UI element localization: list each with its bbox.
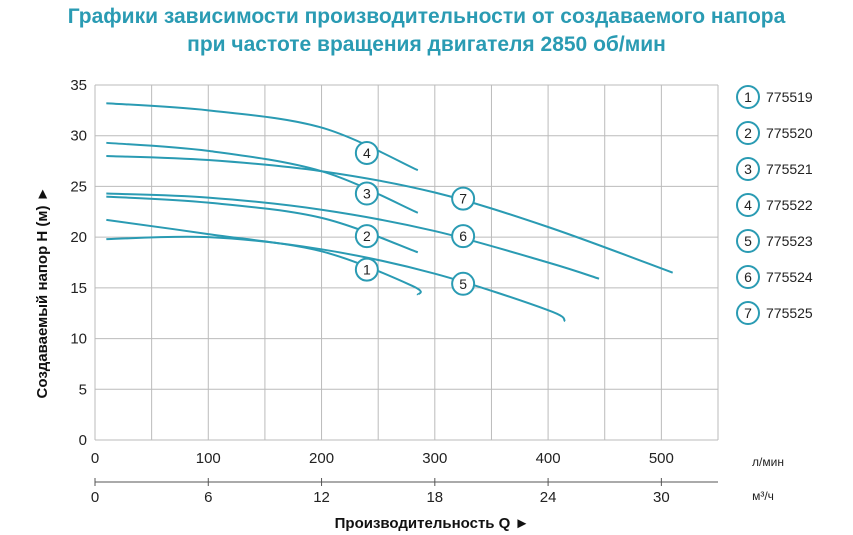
- y-tick-label: 30: [70, 128, 87, 145]
- series-marker-label: 4: [363, 145, 371, 161]
- legend-marker-label: 6: [744, 269, 752, 285]
- legend-entry-775519: 775519: [766, 89, 813, 105]
- series-marker-775521: [354, 181, 379, 206]
- legend-marker: [736, 193, 760, 217]
- legend-entry-775524: 775524: [766, 269, 813, 285]
- x-tick-label-lpm: 100: [196, 450, 221, 467]
- legend-marker: [736, 157, 760, 181]
- x-tick-label-m3h: 24: [540, 489, 557, 506]
- legend-entry-775520: 775520: [766, 125, 813, 141]
- x-axis-title: Производительность Q ►: [335, 515, 530, 532]
- y-tick-label: 10: [70, 331, 87, 348]
- x-tick-label-lpm: 500: [649, 450, 674, 467]
- x-unit-secondary: м³/ч: [752, 489, 774, 503]
- series-marker-label: 3: [363, 186, 371, 202]
- series-marker-775525: [451, 186, 476, 211]
- y-tick-label: 15: [70, 280, 87, 297]
- legend-entry-775522: 775522: [766, 197, 813, 213]
- x-tick-label-m3h: 18: [426, 489, 443, 506]
- legend-marker-label: 3: [744, 161, 752, 177]
- x-tick-label-m3h: 30: [653, 489, 670, 506]
- y-axis-title: Создаваемый напор H (м) ►: [34, 187, 51, 399]
- legend-marker: [736, 85, 760, 109]
- y-tick-label: 0: [79, 432, 87, 449]
- series-line-775524: [106, 192, 600, 280]
- series-marker-775522: [354, 140, 379, 165]
- legend-marker-label: 7: [744, 305, 752, 321]
- x-tick-label-m3h: 6: [204, 489, 212, 506]
- series-marker-775519: [354, 257, 379, 282]
- series-marker-775524: [451, 224, 476, 249]
- series-marker-label: 7: [459, 191, 467, 207]
- x-tick-label-m3h: 0: [91, 489, 99, 506]
- legend-marker-label: 5: [744, 233, 752, 249]
- y-tick-label: 35: [70, 77, 87, 94]
- series-line-775519: [106, 218, 422, 296]
- y-tick-label: 5: [79, 381, 87, 398]
- chart-title-line-1: Графики зависимости производительности о…: [67, 5, 786, 28]
- legend-marker-label: 1: [744, 89, 752, 105]
- legend-entry-775523: 775523: [766, 233, 813, 249]
- x-tick-label-m3h: 12: [313, 489, 330, 506]
- y-tick-label: 25: [70, 178, 87, 195]
- series-marker-label: 6: [459, 228, 467, 244]
- series-line-775523: [106, 235, 566, 323]
- legend-marker: [736, 265, 760, 289]
- y-tick-label: 20: [70, 229, 87, 246]
- series-marker-775520: [354, 224, 379, 249]
- series-marker-label: 1: [363, 262, 371, 278]
- x-tick-label-lpm: 0: [91, 450, 99, 467]
- legend-marker-label: 4: [744, 197, 752, 213]
- chart-title-line-2: при частоте вращения двигателя 2850 об/м…: [187, 33, 666, 56]
- series-marker-775523: [451, 271, 476, 296]
- x-tick-label-lpm: 200: [309, 450, 334, 467]
- series-marker-label: 2: [363, 228, 371, 244]
- series-line-775525: [106, 155, 674, 274]
- x-unit-primary: л/мин: [752, 455, 784, 469]
- legend-marker-label: 2: [744, 125, 752, 141]
- legend-entry-775525: 775525: [766, 305, 813, 321]
- legend-entry-775521: 775521: [766, 161, 813, 177]
- x-tick-label-lpm: 400: [536, 450, 561, 467]
- legend-marker: [736, 229, 760, 253]
- legend-marker: [736, 301, 760, 325]
- series-marker-label: 5: [459, 276, 467, 292]
- legend-marker: [736, 121, 760, 145]
- x-tick-label-lpm: 300: [422, 450, 447, 467]
